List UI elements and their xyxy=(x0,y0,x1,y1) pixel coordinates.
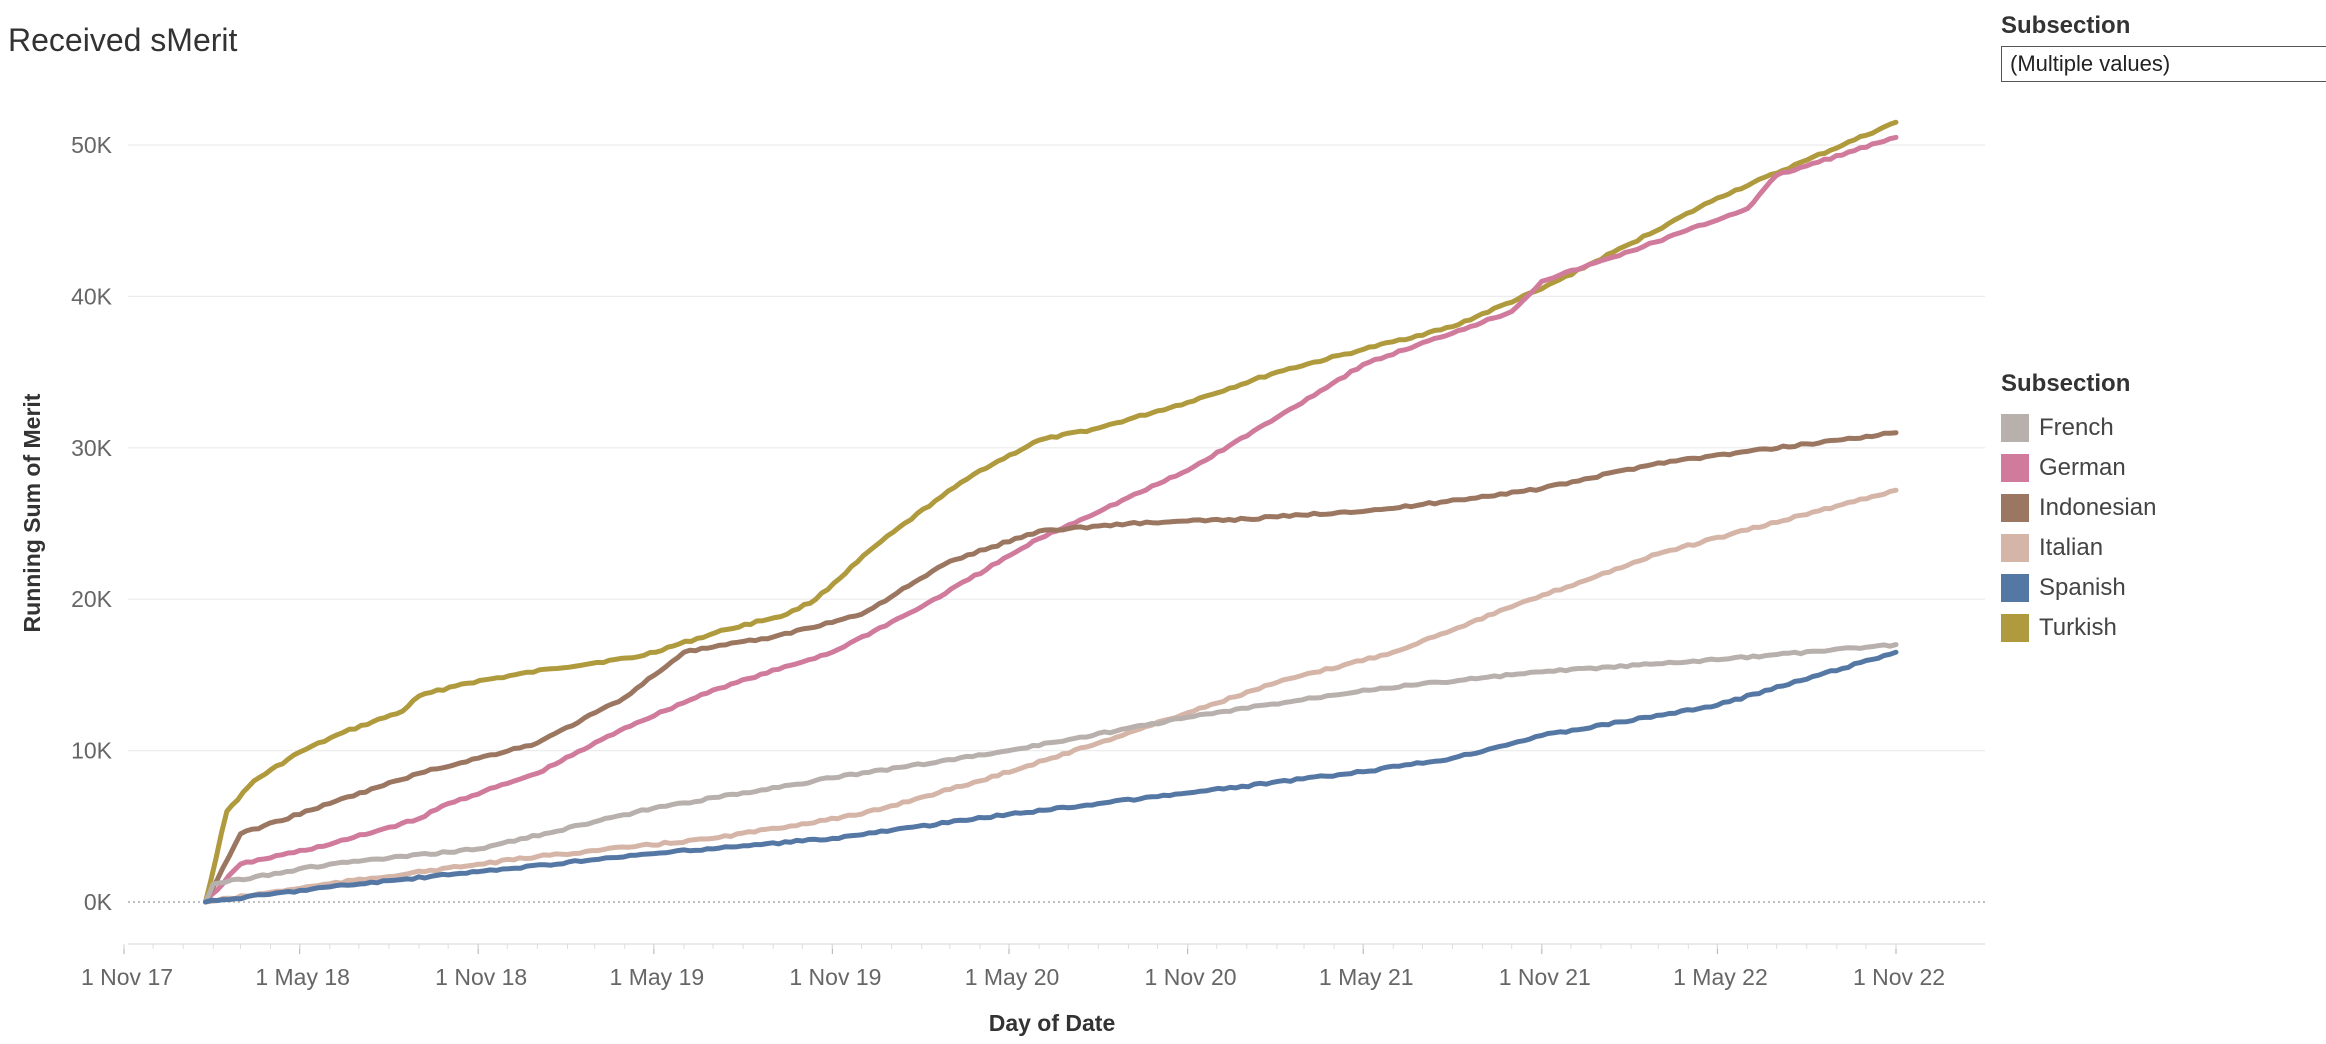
y-tick-label: 0K xyxy=(84,889,113,915)
chart-axes: 0K 10K 20K 30K 40K 50K 1 Nov 17 1 May 18 1 Nov 1… xyxy=(71,132,1985,990)
legend-item-turkish[interactable]: Turkish xyxy=(2001,608,2156,648)
x-tick-label: 1 Nov 21 xyxy=(1499,964,1591,990)
series-line-french[interactable] xyxy=(203,642,1899,905)
filter-label: Subsection xyxy=(2001,12,2131,39)
x-tick-label: 1 May 21 xyxy=(1319,964,1414,990)
legend-swatch xyxy=(2001,494,2029,522)
x-tick-label: 1 Nov 20 xyxy=(1145,964,1237,990)
series-line-indonesian[interactable] xyxy=(203,430,1899,905)
legend-swatch xyxy=(2001,614,2029,642)
legend-swatch xyxy=(2001,414,2029,442)
series-line-spanish[interactable] xyxy=(203,649,1899,905)
legend-label: Turkish xyxy=(2039,614,2117,641)
x-axis-title: Day of Date xyxy=(989,1010,1116,1036)
legend-swatch xyxy=(2001,534,2029,562)
page-title: Received sMerit xyxy=(8,22,238,58)
chart-grid xyxy=(128,144,1985,903)
legend-item-german[interactable]: German xyxy=(2001,448,2156,488)
y-axis-title: Running Sum of Merit xyxy=(19,393,45,632)
legend-label: French xyxy=(2039,414,2114,441)
subsection-filter-dropdown[interactable]: (Multiple values) ▼ xyxy=(2001,46,2326,82)
legend-item-spanish[interactable]: Spanish xyxy=(2001,568,2156,608)
legend-label: Italian xyxy=(2039,534,2104,561)
legend-swatch xyxy=(2001,454,2029,482)
y-tick-label: 50K xyxy=(71,132,113,158)
legend-label: German xyxy=(2039,454,2126,481)
x-tick-label: 1 Nov 17 xyxy=(81,964,173,990)
legend-title: Subsection xyxy=(2001,370,2131,397)
x-tick-label: 1 May 19 xyxy=(610,964,705,990)
x-tick-label: 1 Nov 22 xyxy=(1853,964,1945,990)
y-tick-label: 10K xyxy=(71,738,113,764)
legend-label: Indonesian xyxy=(2039,494,2157,521)
y-tick-label: 30K xyxy=(71,435,113,461)
series-line-italian[interactable] xyxy=(203,487,1899,905)
series-line-turkish[interactable] xyxy=(203,119,1899,905)
legend-swatch xyxy=(2001,574,2029,602)
legend-item-indonesian[interactable]: Indonesian xyxy=(2001,488,2156,528)
y-tick-label: 40K xyxy=(71,283,113,309)
x-tick-label: 1 May 20 xyxy=(965,964,1060,990)
series-line-german[interactable] xyxy=(203,134,1899,905)
legend-item-french[interactable]: French xyxy=(2001,408,2156,448)
x-tick-label: 1 May 18 xyxy=(255,964,350,990)
legend-item-italian[interactable]: Italian xyxy=(2001,528,2156,568)
y-tick-label: 20K xyxy=(71,586,113,612)
x-tick-label: 1 Nov 18 xyxy=(435,964,527,990)
legend: Subsection French German Indonesian Ital… xyxy=(2001,370,2156,648)
chart-series xyxy=(203,119,1899,905)
x-tick-label: 1 Nov 19 xyxy=(789,964,881,990)
legend-label: Spanish xyxy=(2039,574,2126,601)
x-tick-label: 1 May 22 xyxy=(1673,964,1768,990)
filter-value: (Multiple values) xyxy=(2010,51,2171,76)
